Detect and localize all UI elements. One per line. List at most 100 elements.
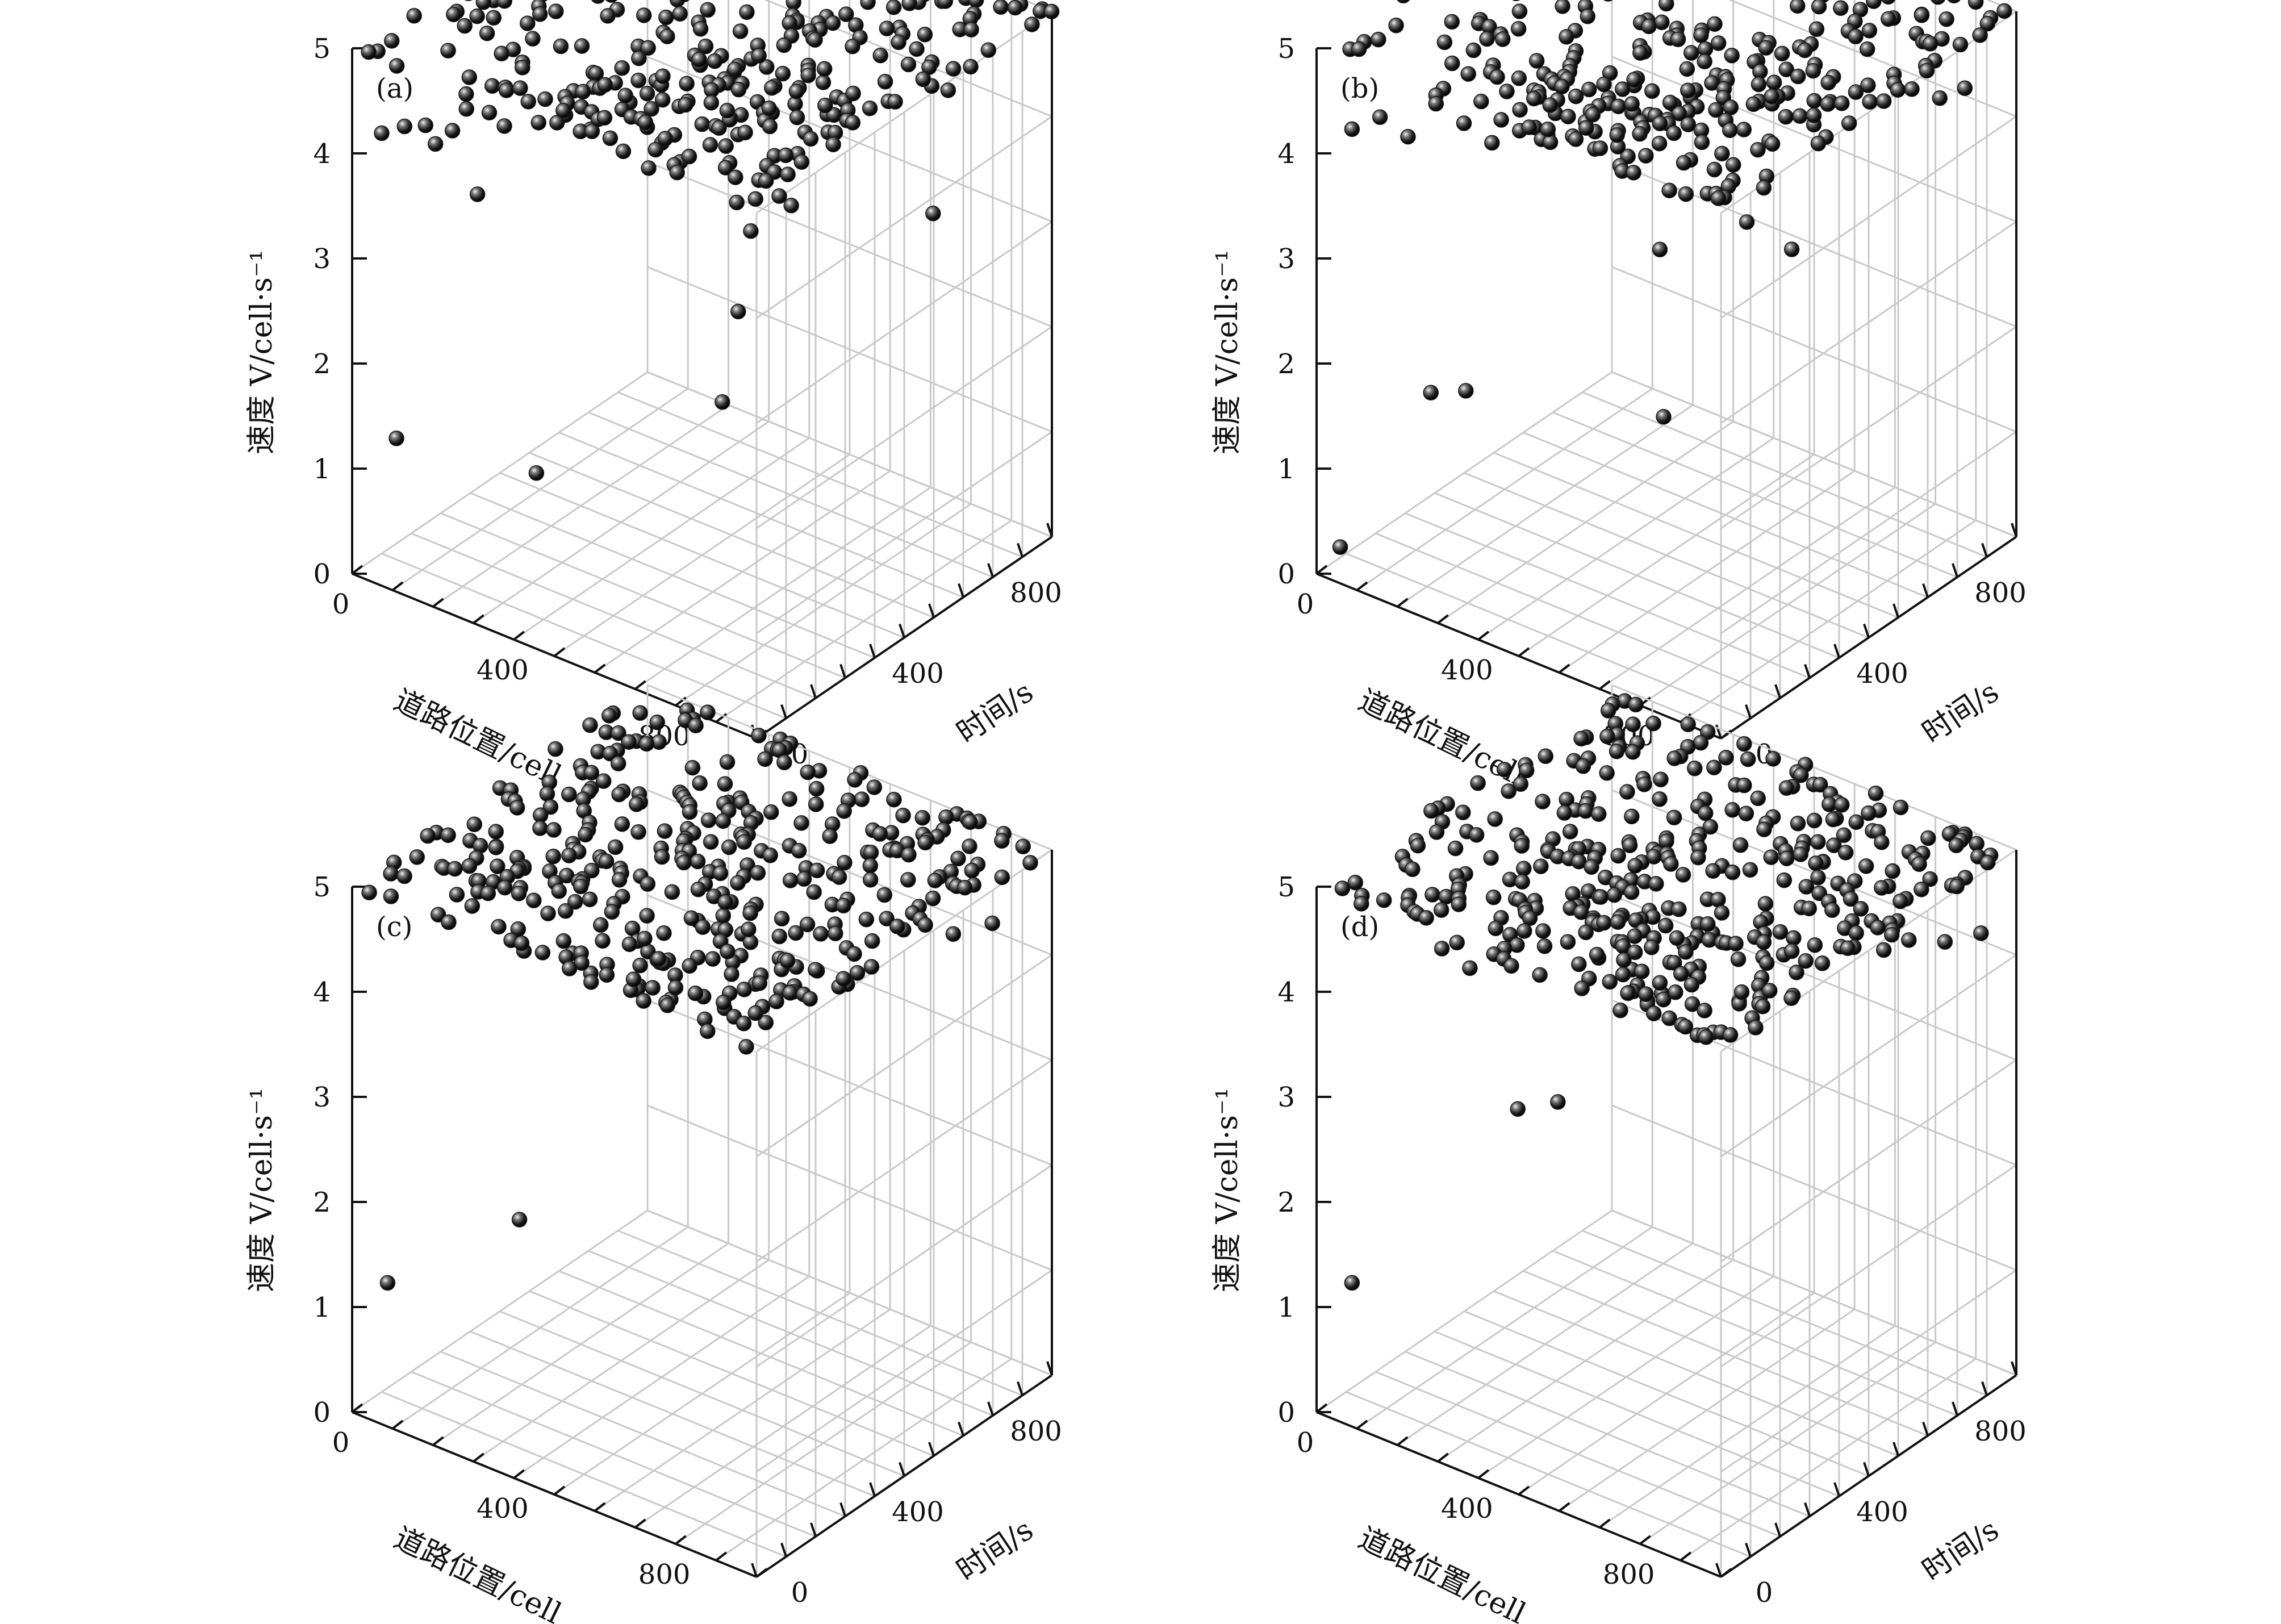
data-point [1678,944,1694,960]
x-tick [553,1485,566,1496]
data-point [1725,157,1741,173]
data-point [683,910,700,926]
data-point [1024,16,1040,32]
data-point [1632,45,1648,61]
data-point [1581,81,1597,98]
grid-line [499,472,905,638]
y-tick [928,1442,935,1456]
data-point [937,0,954,9]
x-tick [1356,581,1368,591]
x-tick-label: 0 [1297,588,1314,620]
data-point [791,842,807,859]
data-point [1580,9,1595,24]
data-point [700,2,716,18]
data-point [1673,966,1689,982]
data-point [654,849,670,865]
data-point [724,966,740,982]
x-tick-label: 400 [1441,654,1493,686]
grid-line [617,1230,1023,1396]
data-point [528,465,545,481]
data-point [845,38,860,55]
data-point [1626,72,1642,88]
y-tick [1046,523,1053,537]
data-point [1914,7,1930,23]
data-point [1344,121,1360,137]
data-point [778,147,794,164]
data-point [837,854,853,871]
data-point [1824,902,1840,919]
data-point [1922,36,1939,52]
data-point [611,725,626,741]
data-point [1648,876,1664,892]
data-point [1697,1003,1712,1018]
grid-line [1493,1290,1899,1457]
grid-line [756,431,1052,634]
data-point [721,839,737,855]
data-point [561,961,578,976]
data-point [816,61,833,77]
y-tick [1774,684,1781,699]
data-point [700,704,716,720]
data-point [1679,61,1695,77]
data-point [1517,923,1532,939]
data-point [1789,965,1804,980]
data-point [545,848,561,865]
grid-line [1720,1164,2017,1368]
data-point [548,741,563,757]
data-point [803,131,819,147]
data-point [762,118,778,135]
data-point [445,6,462,23]
data-point [1778,108,1794,125]
panel-b-ylabel: 时间/s [1916,675,2005,750]
z-tick-label: 1 [1277,453,1295,485]
data-point [715,394,730,410]
data-point [1881,0,1896,5]
data-point [525,31,541,47]
data-point [682,804,698,820]
data-point [1465,42,1482,59]
z-tick-label: 2 [313,1187,331,1218]
data-point [925,890,941,907]
data-point [927,872,943,888]
data-point [488,840,504,855]
data-point [630,824,646,840]
y-tick [869,644,876,658]
y-tick [958,1421,964,1437]
y-tick [1833,1482,1840,1497]
data-point [1677,1018,1694,1035]
data-point [457,18,473,34]
y-tick [899,623,905,638]
data-point [1972,27,1988,43]
x-tick [715,1551,728,1562]
data-point [1644,83,1660,99]
y-tick [1981,1381,1988,1396]
data-point [858,911,875,928]
data-point [1859,41,1875,57]
data-point [1578,924,1594,941]
data-point [441,914,457,930]
data-point [1762,983,1778,999]
data-point [466,816,483,833]
data-point [768,993,784,1009]
data-point [1947,0,1961,4]
data-point [1979,15,1996,32]
data-point [546,822,562,838]
data-point [1949,878,1965,895]
data-point [1460,66,1476,82]
data-point [782,872,799,888]
data-point [458,101,474,117]
data-point [751,975,768,991]
data-point [427,136,444,152]
data-point [644,101,659,117]
data-point [917,917,933,933]
data-point [632,957,648,974]
data-point [1559,29,1574,45]
data-point [1610,98,1627,115]
data-point [388,431,404,446]
grid-line [588,411,993,578]
data-point [1710,35,1727,51]
data-point [1710,892,1726,908]
data-point [793,815,809,831]
data-point [747,1005,763,1021]
grid-line [499,1310,905,1477]
